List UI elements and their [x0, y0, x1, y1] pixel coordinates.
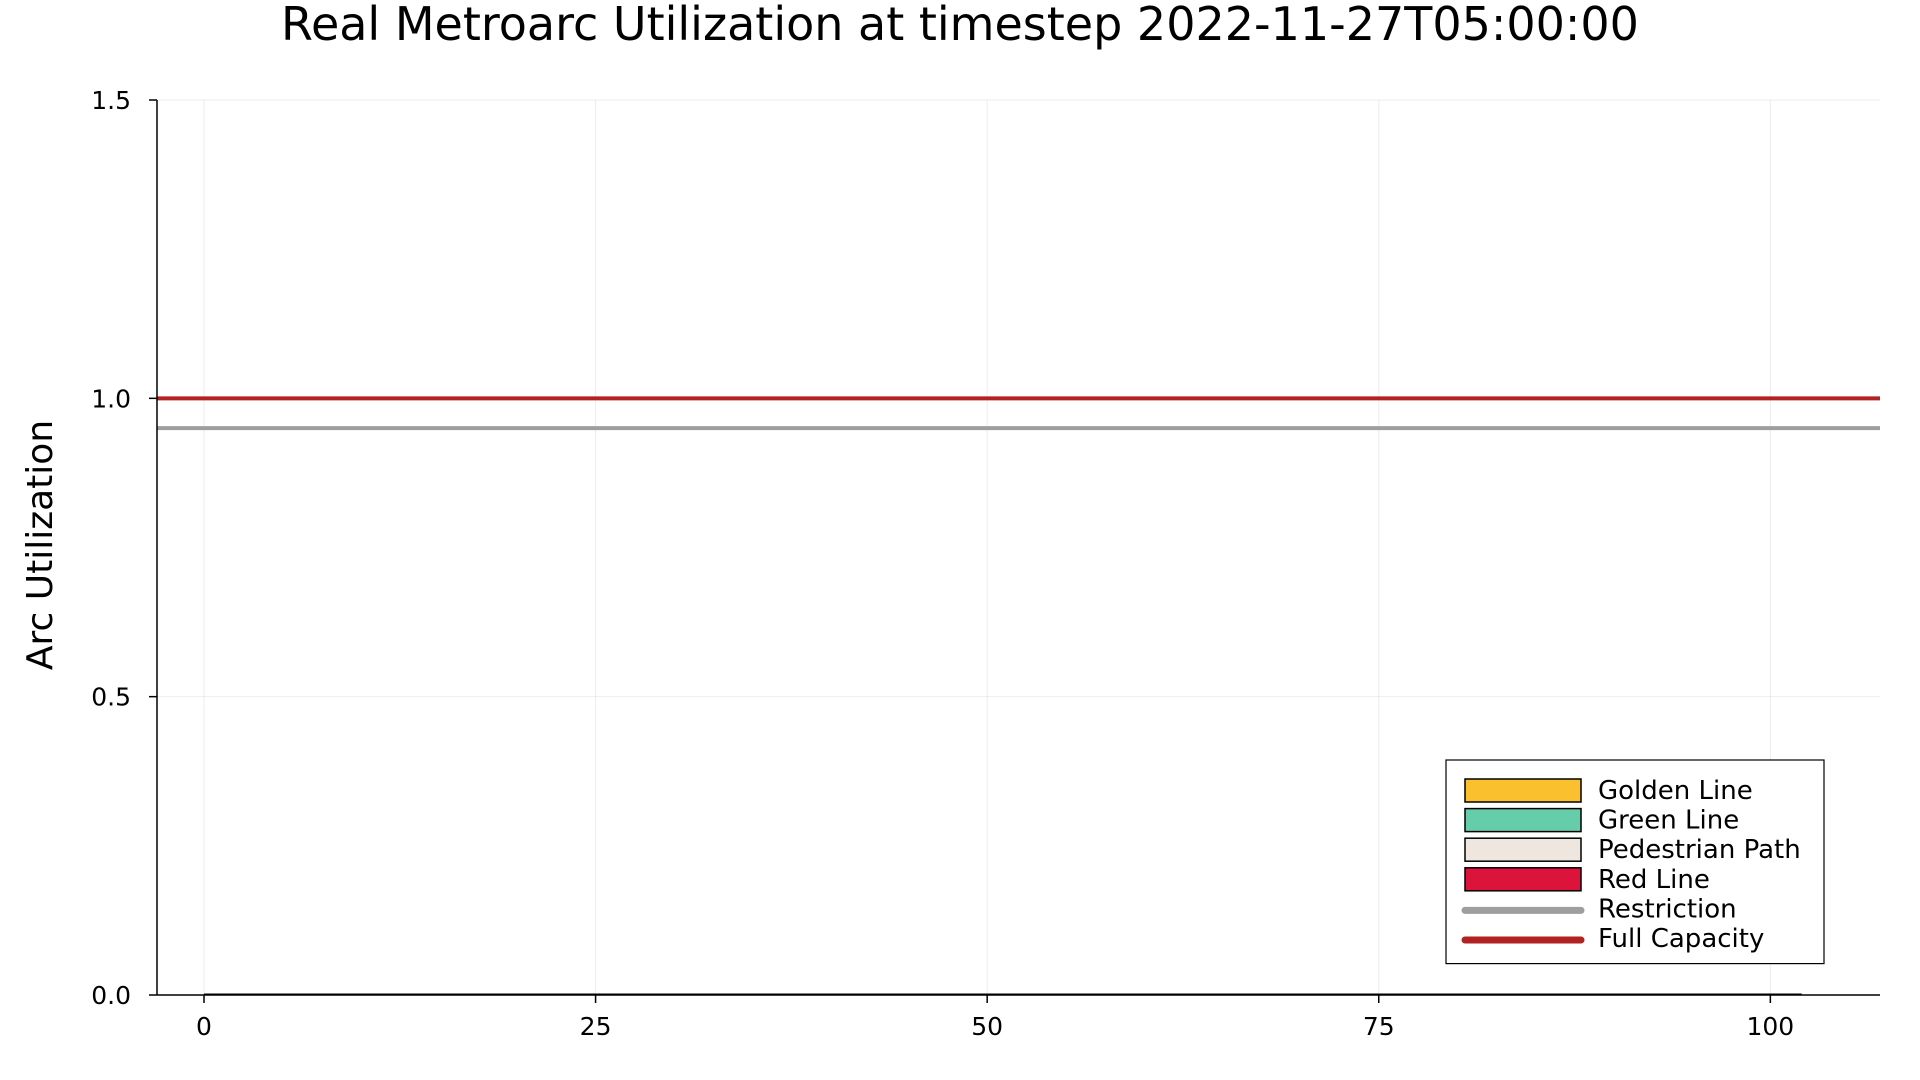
x-tick-label: 0 — [196, 1012, 212, 1041]
y-tick-label: 0.5 — [91, 683, 131, 712]
legend-label: Green Line — [1598, 806, 1739, 836]
legend-label: Restriction — [1598, 894, 1737, 924]
legend-label: Golden Line — [1598, 776, 1753, 806]
y-tick-label: 1.5 — [91, 86, 131, 115]
legend-label: Pedestrian Path — [1598, 835, 1801, 865]
chart-title: Real Metroarc Utilization at timestep 20… — [281, 0, 1639, 51]
y-tick-label: 1.0 — [91, 384, 131, 413]
legend-swatch — [1464, 837, 1582, 862]
legend-swatch — [1464, 867, 1582, 892]
legend-label: Red Line — [1598, 865, 1710, 895]
x-tick-label: 75 — [1363, 1012, 1395, 1041]
legend-swatch — [1464, 778, 1582, 803]
x-tick-label: 100 — [1746, 1012, 1794, 1041]
axes: 0.0 0.5 1.0 1.5 0 25 50 75 100 — [91, 86, 1880, 1041]
plot-series — [157, 396, 1880, 995]
y-axis-title: Arc Utilization — [20, 420, 61, 670]
legend-swatch — [1464, 807, 1582, 833]
legend-label: Full Capacity — [1598, 924, 1764, 954]
y-tick-label: 0.0 — [91, 981, 131, 1010]
x-tick-label: 50 — [971, 1012, 1003, 1041]
x-tick-label: 25 — [580, 1012, 612, 1041]
